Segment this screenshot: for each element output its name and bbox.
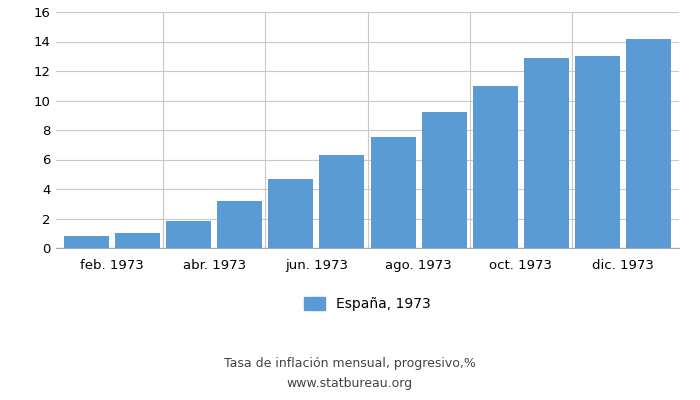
Bar: [524, 58, 568, 248]
Bar: [370, 137, 416, 248]
Bar: [473, 86, 517, 248]
Legend: España, 1973: España, 1973: [304, 298, 430, 312]
Bar: [218, 201, 262, 248]
Bar: [575, 56, 620, 248]
Bar: [626, 38, 671, 248]
Bar: [116, 233, 160, 248]
Text: www.statbureau.org: www.statbureau.org: [287, 378, 413, 390]
Bar: [167, 221, 211, 248]
Bar: [319, 155, 365, 248]
Text: Tasa de inflación mensual, progresivo,%: Tasa de inflación mensual, progresivo,%: [224, 358, 476, 370]
Bar: [421, 112, 467, 248]
Bar: [268, 180, 314, 248]
Bar: [64, 236, 109, 248]
